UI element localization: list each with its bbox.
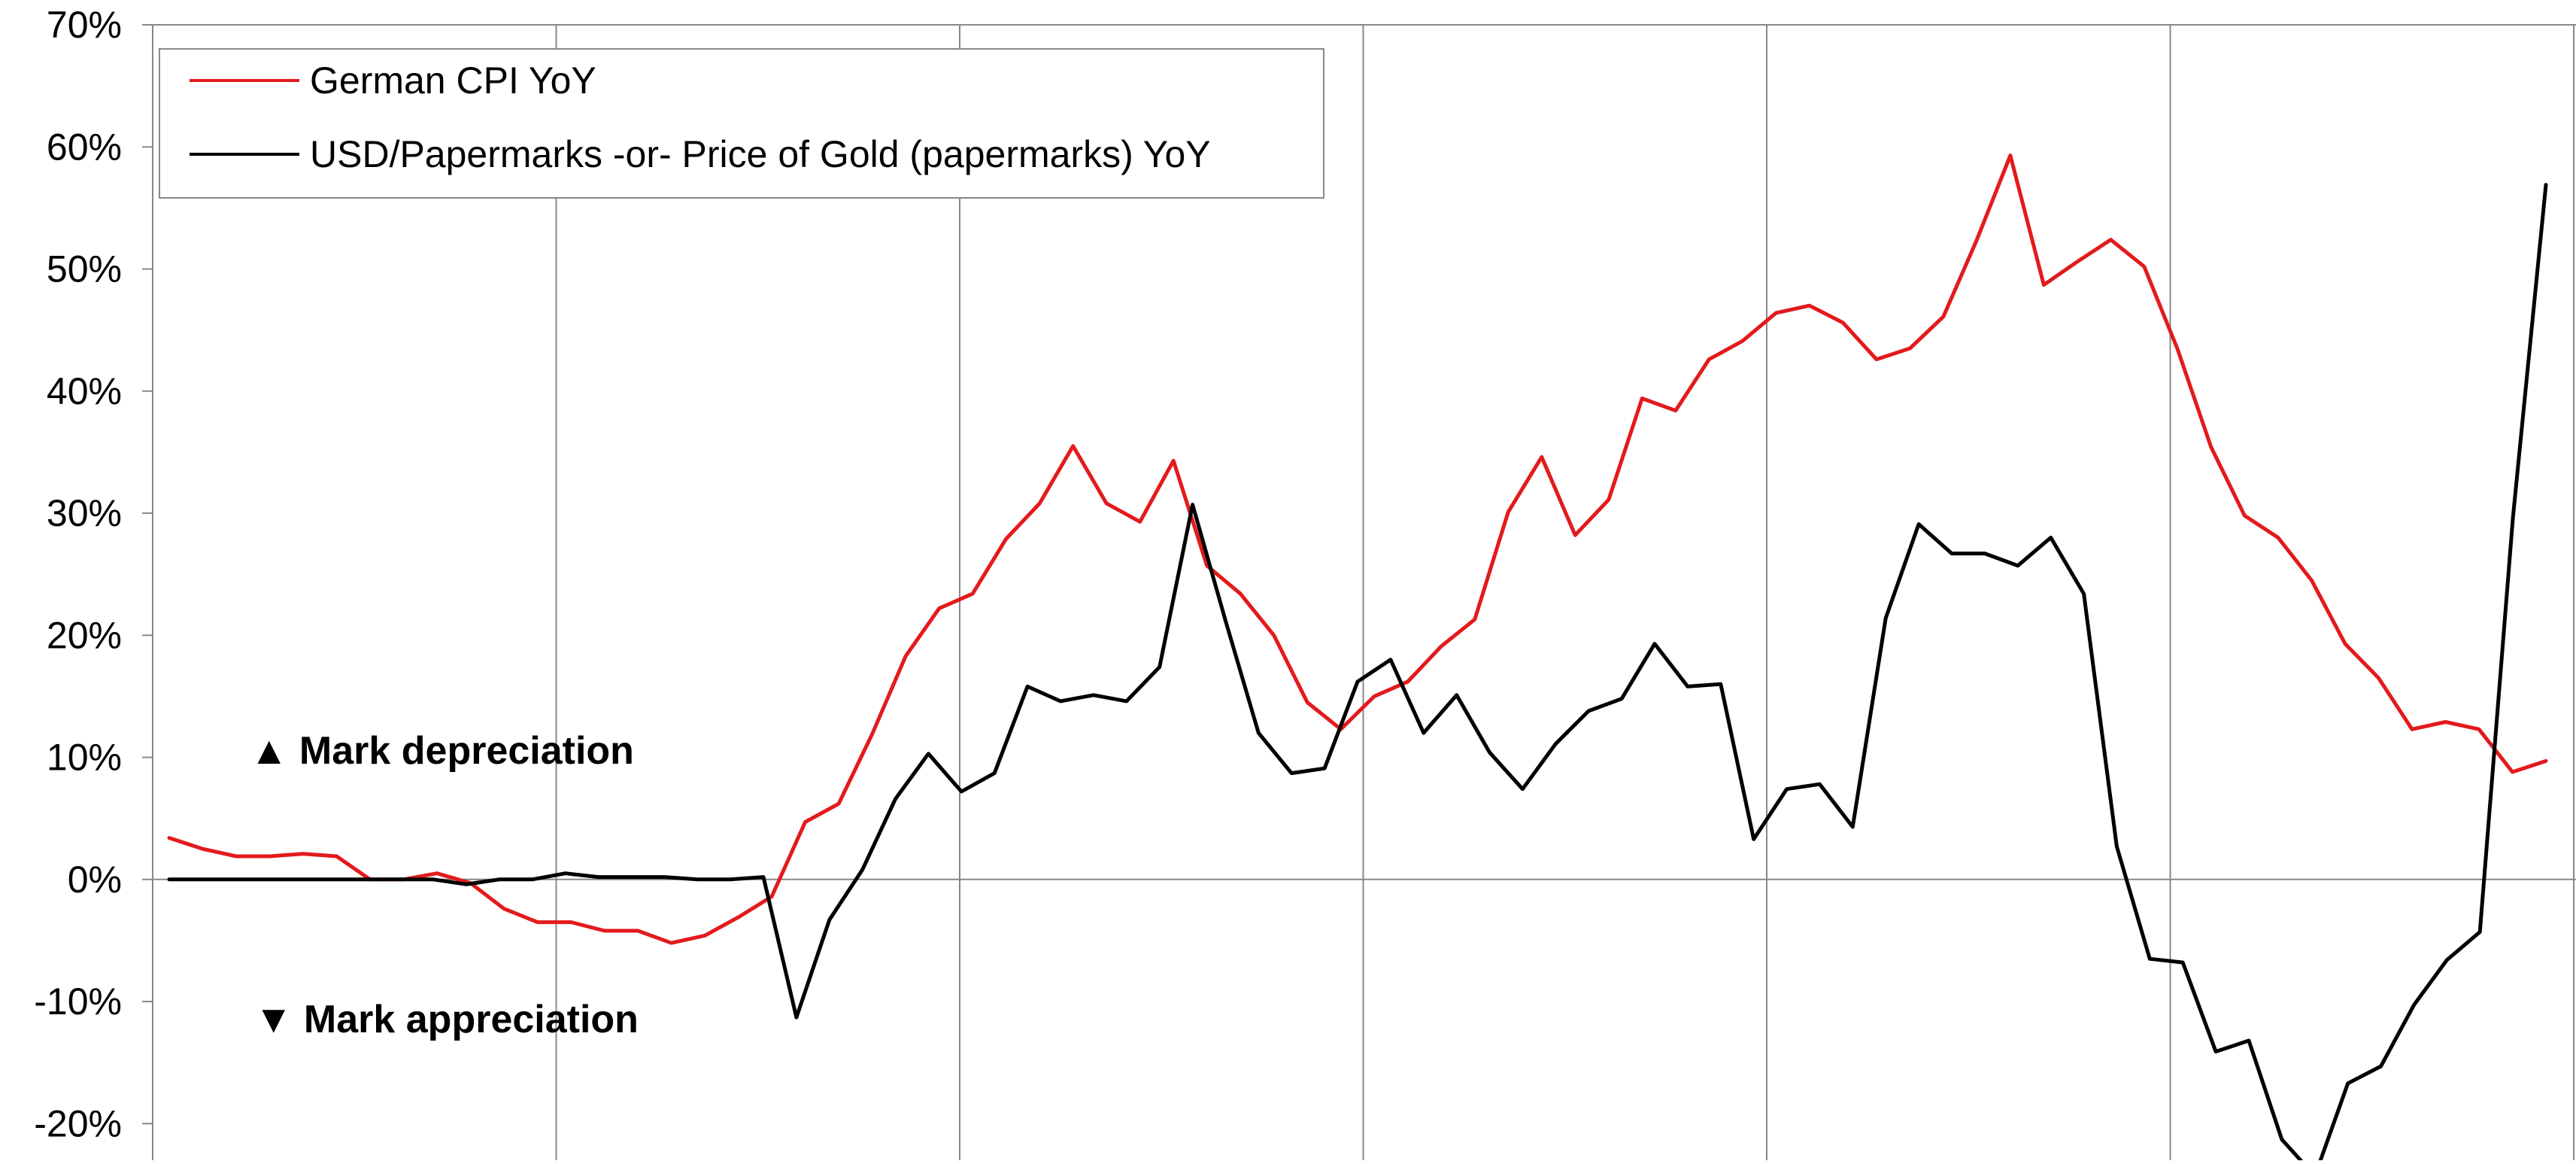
grid-layer [153,24,2576,1160]
y-tick-label: 30% [47,492,122,534]
y-tick-label: 60% [47,126,122,168]
legend-box [159,48,1324,199]
y-tick-label: 0% [68,859,122,901]
axis-layer: 70% 60% 50% 40% 30% 20% 10% 0% -10% -20% [34,4,153,1160]
y-tick-label: -20% [34,1102,122,1144]
legend: German CPI YoY USD/Papermarks -or- Price… [159,48,1324,199]
y-tick-label: 20% [47,614,122,656]
series-line-usd-papermarks [167,183,2548,1164]
y-tick-label: -10% [34,980,122,1023]
annotation-mark-depreciation: ▲ Mark depreciation [250,729,634,773]
y-tick-label: 40% [47,370,122,412]
y-tick-label: 70% [47,4,122,46]
legend-label-german-cpi: German CPI YoY [310,59,596,102]
legend-label-usd-papermarks: USD/Papermarks -or- Price of Gold (paper… [310,133,1211,175]
y-tick-label: 50% [47,248,122,290]
series-layer [167,153,2548,1164]
series-line-german-cpi [167,153,2548,945]
y-tick-label: 10% [47,737,122,779]
annotation-mark-appreciation: ▼ Mark appreciation [254,998,639,1041]
